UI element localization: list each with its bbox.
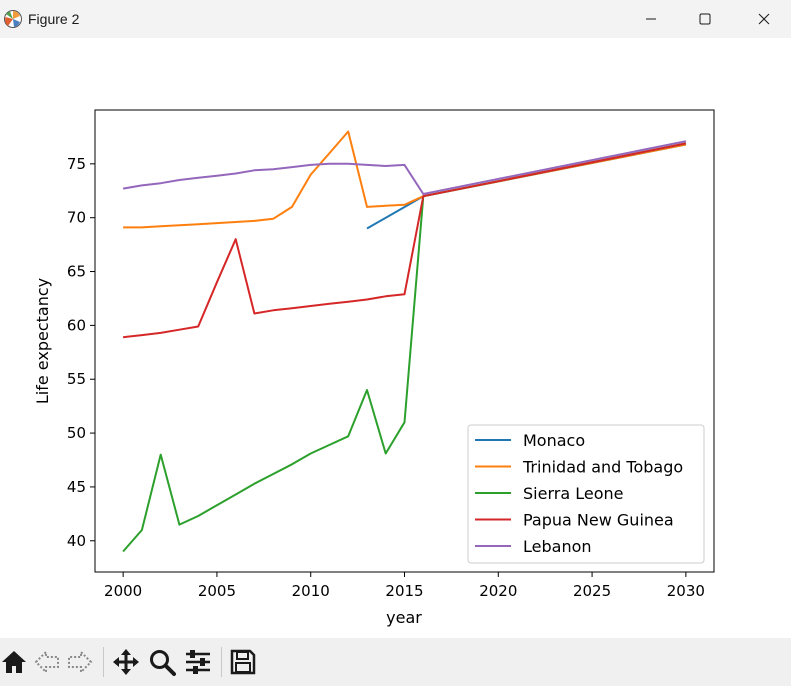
- x-tick-label: 2030: [667, 582, 705, 600]
- home-button[interactable]: [0, 648, 28, 676]
- back-button[interactable]: [33, 648, 61, 676]
- plot-lines: [122, 130, 687, 553]
- close-icon: [758, 13, 770, 25]
- x-tick-label: 2015: [385, 582, 423, 600]
- series-line-trinidad-and-tobago: [123, 130, 687, 229]
- series-line-lebanon: [122, 140, 687, 195]
- minimize-button[interactable]: [628, 0, 674, 38]
- series-line-sierra-leone: [122, 142, 687, 553]
- y-tick-label: 45: [67, 478, 86, 496]
- y-axis-ticks: 40 45 50 55 60 65 70 75: [67, 155, 95, 550]
- title-bar: Figure 2: [0, 0, 791, 38]
- back-icon: [34, 649, 59, 675]
- legend-label-trinidad-and-tobago: Trinidad and Tobago: [522, 458, 683, 477]
- maximize-icon: [699, 13, 711, 25]
- y-axis-label: Life expectancy: [33, 278, 52, 404]
- forward-button[interactable]: [66, 648, 94, 676]
- y-tick-label: 75: [67, 155, 86, 173]
- figure-canvas[interactable]: 2000 2005 2010 2015 2020 2025 2030 40 45 50 55 60 6…: [0, 38, 791, 638]
- x-tick-label: 2005: [198, 582, 236, 600]
- x-tick-label: 2010: [292, 582, 330, 600]
- x-tick-label: 2025: [573, 582, 611, 600]
- series-line-monaco: [366, 143, 687, 230]
- toolbar-separator: [103, 647, 104, 677]
- y-tick-label: 60: [67, 316, 86, 334]
- toolbar-separator: [221, 647, 222, 677]
- forward-icon: [68, 649, 93, 675]
- configure-subplots-icon: [186, 650, 210, 674]
- home-icon: [2, 651, 26, 673]
- y-tick-label: 55: [67, 370, 86, 388]
- line-chart: 2000 2005 2010 2015 2020 2025 2030 40 45 50 55 60 6…: [33, 109, 715, 627]
- y-tick-label: 65: [67, 263, 86, 281]
- y-tick-label: 40: [67, 532, 86, 550]
- legend-label-papua-new-guinea: Papua New Guinea: [523, 511, 674, 530]
- maximize-button[interactable]: [682, 0, 728, 38]
- legend: Monaco Trinidad and Tobago Sierra Leone Pap…: [467, 424, 705, 564]
- series-line-papua-new-guinea: [122, 142, 687, 339]
- save-button[interactable]: [229, 648, 257, 676]
- navigation-toolbar: [0, 638, 791, 686]
- close-button[interactable]: [741, 0, 787, 38]
- window-title: Figure 2: [28, 11, 80, 27]
- pan-icon: [113, 649, 139, 675]
- legend-label-monaco: Monaco: [523, 431, 585, 450]
- x-tick-label: 2000: [104, 582, 142, 600]
- y-tick-label: 50: [67, 424, 86, 442]
- save-icon: [230, 649, 256, 675]
- zoom-button[interactable]: [148, 648, 176, 676]
- zoom-icon: [150, 650, 176, 676]
- configure-subplots-button[interactable]: [184, 648, 212, 676]
- x-axis-ticks: 2000 2005 2010 2015 2020 2025 2030: [104, 572, 705, 600]
- legend-box: [467, 424, 705, 564]
- pan-button[interactable]: [112, 648, 140, 676]
- x-axis-label: year: [386, 608, 422, 627]
- x-tick-label: 2020: [479, 582, 517, 600]
- y-tick-label: 70: [67, 209, 86, 227]
- legend-label-sierra-leone: Sierra Leone: [523, 484, 623, 503]
- minimize-icon: [646, 18, 656, 20]
- legend-label-lebanon: Lebanon: [523, 537, 592, 556]
- matplotlib-logo-icon: [4, 10, 22, 28]
